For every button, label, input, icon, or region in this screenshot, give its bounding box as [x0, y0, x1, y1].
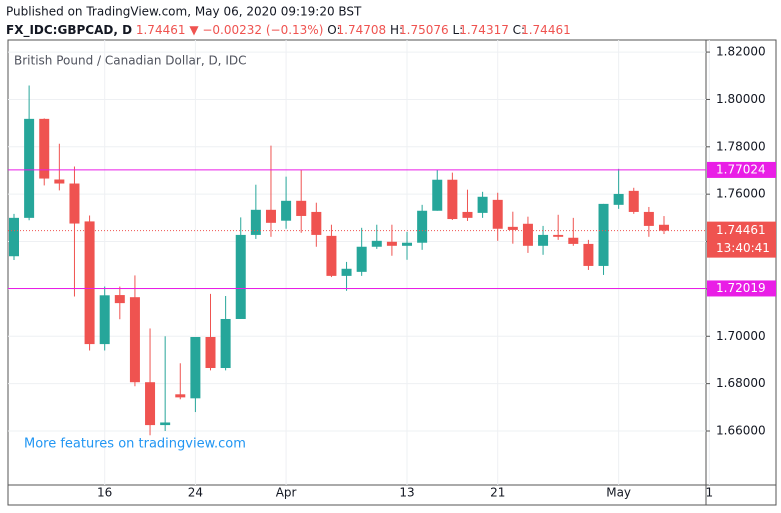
candle-body — [417, 210, 428, 243]
level-label-box — [707, 161, 776, 178]
candle-body — [402, 242, 413, 246]
candle-body — [432, 179, 443, 211]
candle-body — [84, 221, 95, 345]
y-tick-label: 1.70000 — [716, 329, 766, 343]
candle-body — [538, 234, 549, 246]
x-tick-label: Apr — [276, 486, 297, 500]
candle-body — [522, 223, 533, 246]
y-tick-label: 1.76000 — [716, 187, 766, 201]
x-tick-label: 21 — [490, 486, 505, 500]
marks — [8, 85, 706, 436]
candle-body — [190, 336, 201, 399]
candle-body — [69, 183, 80, 224]
frame — [7, 39, 777, 506]
candle-body — [628, 190, 639, 212]
candle-body — [160, 422, 171, 426]
candle-body — [371, 240, 382, 247]
last-price-label: 1.74461 — [716, 223, 766, 237]
symbol: FX_IDC:GBPCAD, D — [6, 23, 132, 38]
candle-body — [235, 234, 246, 319]
candle-body — [9, 217, 19, 257]
candle-body — [311, 211, 322, 235]
c-label: C: — [513, 23, 525, 37]
candle-body — [250, 209, 261, 235]
o-label: O: — [327, 23, 340, 37]
candle-body — [205, 336, 216, 369]
candle-body — [386, 241, 397, 246]
candle-body — [145, 382, 156, 426]
candle-body — [643, 211, 654, 226]
y-tick-label: 1.82000 — [716, 45, 766, 59]
candle-body — [281, 200, 292, 221]
h-value: 1.75076 — [399, 23, 449, 37]
l-value: 1.74317 — [459, 23, 509, 37]
candle-body — [129, 297, 140, 383]
candle-body — [326, 235, 337, 276]
last-price-box — [707, 221, 776, 258]
h-label: H: — [390, 23, 403, 37]
candle-body — [598, 203, 609, 266]
candle-body — [341, 268, 352, 276]
level-label-box — [707, 280, 776, 297]
candle-body — [477, 196, 488, 213]
level-label: 1.72019 — [716, 281, 766, 295]
candle-body — [613, 193, 624, 205]
change: ▼ −0.00232 (−0.13%) — [189, 23, 323, 37]
x-tick-label: 24 — [188, 486, 203, 500]
y-tick-label: 1.68000 — [716, 376, 766, 390]
candle-body — [296, 200, 307, 216]
x-tick-label: 13 — [399, 486, 414, 500]
countdown: 13:40:41 — [716, 241, 770, 255]
candle-body — [462, 211, 473, 218]
x-tick-label: May — [606, 486, 631, 500]
chart-title: British Pound / Canadian Dollar, D, IDC — [14, 54, 246, 68]
candle-body — [658, 224, 669, 231]
candle-body — [583, 243, 594, 266]
candle-body — [175, 394, 186, 398]
candle-body — [39, 118, 50, 179]
candle-body — [54, 179, 65, 184]
o-value: 1.74708 — [337, 23, 387, 37]
candle-body — [447, 179, 458, 220]
watermark: More features on tradingview.com — [24, 437, 246, 452]
x-tick-label: 16 — [97, 486, 112, 500]
candle-body — [553, 234, 564, 237]
candle-body — [265, 209, 276, 223]
candle-body — [568, 237, 579, 244]
l-label: L: — [452, 23, 463, 37]
candle-body — [507, 226, 518, 230]
candle-body — [356, 246, 367, 272]
level-label: 1.77024 — [716, 162, 766, 176]
candle-body — [492, 199, 503, 229]
symbol-line: FX_IDC:GBPCAD, D 1.74461 ▼ −0.00232 (−0.… — [6, 23, 571, 38]
candle-body — [114, 295, 125, 304]
y-tick-label: 1.80000 — [716, 92, 766, 106]
candle-body — [24, 118, 35, 218]
published: Published on TradingView.com, May 06, 20… — [6, 5, 362, 19]
last: 1.74461 — [136, 23, 186, 37]
y-tick-label: 1.66000 — [716, 424, 766, 438]
y-tick-label: 1.78000 — [716, 139, 766, 153]
x-tick-label: 1 — [706, 486, 714, 500]
c-value: 1.74461 — [521, 23, 571, 37]
candle-body — [99, 295, 110, 345]
candle-body — [220, 318, 231, 369]
